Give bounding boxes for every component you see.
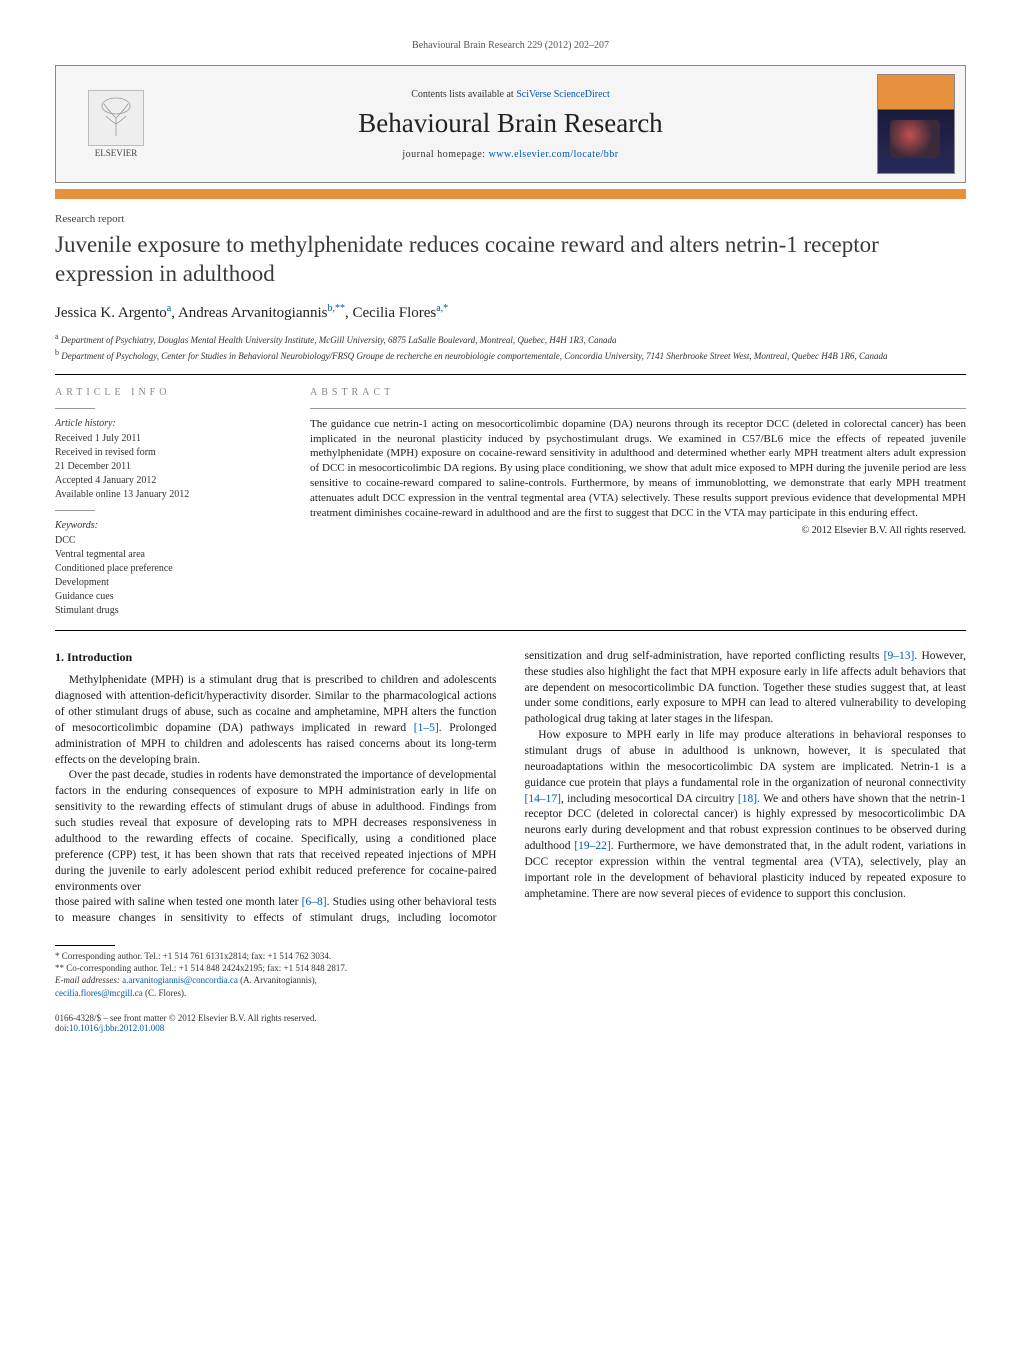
email-2-name: (C. Flores). (143, 988, 187, 998)
footer-copyright: 0166-4328/$ – see front matter © 2012 El… (55, 1013, 966, 1023)
history-4: Available online 13 January 2012 (55, 488, 280, 502)
history-3: Accepted 4 January 2012 (55, 474, 280, 488)
journal-name: Behavioural Brain Research (176, 108, 845, 139)
author-3: Cecilia Flores (353, 305, 437, 321)
rule-bottom (55, 630, 966, 631)
mini-rule-1 (55, 408, 95, 409)
abstract-heading: abstract (310, 387, 966, 398)
ref-link-3[interactable]: [9–13] (884, 650, 915, 662)
para-3a: those paired with saline when tested one… (55, 896, 302, 908)
ref-link-6[interactable]: [19–22] (574, 840, 610, 852)
ref-link-4[interactable]: [14–17] (525, 793, 561, 805)
footnotes: * Corresponding author. Tel.: +1 514 761… (55, 945, 474, 999)
homepage-line: journal homepage: www.elsevier.com/locat… (176, 149, 845, 160)
publisher-name: ELSEVIER (95, 148, 138, 158)
corr-1: * Corresponding author. Tel.: +1 514 761… (55, 950, 474, 962)
history-0: Received 1 July 2011 (55, 432, 280, 446)
para-4a: How exposure to MPH early in life may pr… (525, 729, 967, 789)
contents-prefix: Contents lists available at (411, 89, 516, 100)
keyword-0: DCC (55, 534, 280, 548)
para-4b: , including mesocortical DA circuitry (561, 793, 738, 805)
copyright: © 2012 Elsevier B.V. All rights reserved… (310, 525, 966, 536)
sciencedirect-link[interactable]: SciVerse ScienceDirect (516, 89, 610, 100)
author-3-sup: a,* (436, 303, 448, 314)
author-1-sup: a (167, 303, 171, 314)
journal-cover-thumb (877, 74, 955, 174)
authors: Jessica K. Argentoa, Andreas Arvanitogia… (55, 303, 966, 322)
journal-header: ELSEVIER Contents lists available at Sci… (55, 65, 966, 183)
email-link-1[interactable]: a.arvanitogiannis@concordia.ca (122, 975, 238, 985)
homepage-prefix: journal homepage: (402, 149, 488, 160)
article-info-heading: article info (55, 387, 280, 398)
author-2: Andreas Arvanitogiannis (178, 305, 328, 321)
email-link-2[interactable]: cecilia.flores@mcgill.ca (55, 988, 143, 998)
mini-rule-2 (55, 510, 95, 511)
history-2: 21 December 2011 (55, 460, 280, 474)
ref-link-5[interactable]: [18] (738, 793, 757, 805)
history-label: Article history: (55, 417, 280, 431)
keyword-4: Guidance cues (55, 590, 280, 604)
keywords-label: Keywords: (55, 519, 280, 533)
elsevier-logo: ELSEVIER (66, 90, 166, 158)
para-2: Over the past decade, studies in rodents… (55, 768, 497, 895)
mini-rule-3 (310, 408, 966, 409)
article-title: Juvenile exposure to methylphenidate red… (55, 231, 966, 289)
ref-link-2[interactable]: [6–8] (302, 896, 327, 908)
body-text: 1. Introduction Methylphenidate (MPH) is… (55, 649, 966, 927)
author-2-sup: b,** (328, 303, 346, 314)
doi-label: doi: (55, 1023, 69, 1033)
author-1: Jessica K. Argento (55, 305, 167, 321)
keyword-1: Ventral tegmental area (55, 548, 280, 562)
rule-top (55, 374, 966, 375)
accent-bar (55, 189, 966, 199)
footer: 0166-4328/$ – see front matter © 2012 El… (55, 1013, 966, 1033)
article-info-column: article info Article history: Received 1… (55, 387, 280, 618)
abstract-text: The guidance cue netrin-1 acting on meso… (310, 417, 966, 521)
section-type: Research report (55, 213, 966, 225)
abstract-column: abstract The guidance cue netrin-1 actin… (310, 387, 966, 618)
ref-link-1[interactable]: [1–5] (414, 722, 439, 734)
email-1-name: (A. Arvanitogiannis), (238, 975, 317, 985)
keyword-5: Stimulant drugs (55, 604, 280, 618)
keyword-2: Conditioned place preference (55, 562, 280, 576)
contents-line: Contents lists available at SciVerse Sci… (176, 89, 845, 100)
affiliation-a: a Department of Psychiatry, Douglas Ment… (55, 332, 966, 346)
history-1: Received in revised form (55, 446, 280, 460)
elsevier-tree-icon (88, 90, 144, 146)
homepage-link[interactable]: www.elsevier.com/locate/bbr (489, 149, 619, 160)
intro-heading: 1. Introduction (55, 649, 497, 666)
affiliation-b: b Department of Psychology, Center for S… (55, 348, 966, 362)
corr-2: ** Co-corresponding author. Tel.: +1 514… (55, 962, 474, 974)
keyword-3: Development (55, 576, 280, 590)
running-head: Behavioural Brain Research 229 (2012) 20… (55, 40, 966, 51)
email-label: E-mail addresses: (55, 975, 122, 985)
doi-link[interactable]: 10.1016/j.bbr.2012.01.008 (69, 1023, 164, 1033)
